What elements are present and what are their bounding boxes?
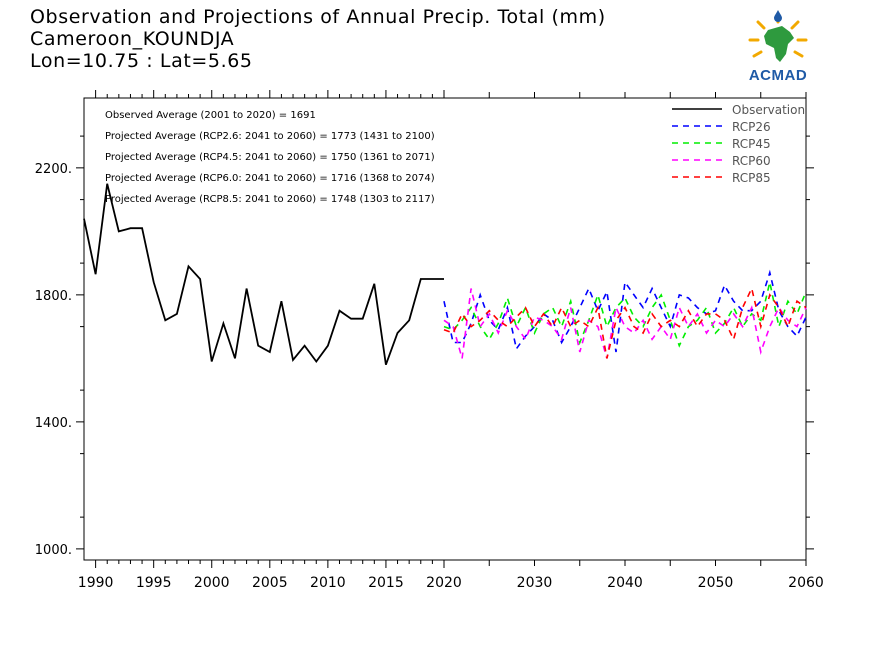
y-tick-label: 1400.: [35, 416, 72, 431]
plot-frame: [83, 97, 807, 561]
legend-label: RCP45: [732, 137, 771, 151]
legend-label: RCP26: [732, 120, 771, 134]
x-tick-label: 2050: [698, 575, 734, 591]
legend-label: Observation: [732, 103, 805, 117]
x-tick-label: 2040: [607, 575, 643, 591]
series-line-rcp60: [443, 288, 807, 359]
x-tick-label: 2060: [788, 575, 824, 591]
series-layer: [83, 183, 807, 366]
location-name: Cameroon_KOUNDJA: [30, 28, 235, 50]
annotation-text: Observed Average (2001 to 2020) = 1691: [105, 110, 316, 121]
x-tick-label: 2000: [194, 575, 230, 591]
x-tick-label: 2005: [252, 575, 288, 591]
chart-titles: Observation and Projections of Annual Pr…: [30, 6, 606, 72]
x-tick-label: 1995: [136, 575, 172, 591]
annotation-text: Projected Average (RCP6.0: 2041 to 2060)…: [105, 173, 435, 184]
y-tick-label: 1000.: [35, 543, 72, 558]
chart-axes: 1000. 1400. 1800. 2200. 1990 1995 2000 2005 2010…: [35, 90, 824, 591]
africa-sun-logo-icon: [748, 10, 808, 62]
annotations: Observed Average (2001 to 2020) = 1691 Pr…: [105, 110, 435, 205]
x-tick-label: 2020: [426, 575, 462, 591]
acmad-logo: ACMAD: [738, 8, 818, 84]
chart-legend: Observation RCP26 RCP45 RCP60 RCP85: [672, 103, 805, 185]
x-tick-label: 2010: [310, 575, 346, 591]
x-tick-label: 2030: [517, 575, 553, 591]
legend-label: RCP85: [732, 171, 771, 185]
y-tick-label: 2200.: [35, 162, 72, 177]
series-line-rcp85: [443, 286, 807, 359]
series-line-rcp45: [443, 282, 807, 348]
y-tick-label: 1800.: [35, 289, 72, 304]
annotation-text: Projected Average (RCP2.6: 2041 to 2060)…: [105, 131, 435, 142]
legend-label: RCP60: [732, 154, 771, 168]
logo-text: ACMAD: [748, 67, 808, 84]
annotation-text: Projected Average (RCP4.5: 2041 to 2060)…: [105, 152, 435, 163]
x-tick-label: 1990: [78, 575, 114, 591]
x-tick-label: 2015: [368, 575, 404, 591]
chart-title: Observation and Projections of Annual Pr…: [30, 6, 606, 28]
coordinates-label: Lon=10.75 : Lat=5.65: [30, 50, 253, 72]
series-line-observation: [83, 183, 444, 366]
series-line-rcp26: [443, 269, 807, 353]
annotation-text: Projected Average (RCP8.5: 2041 to 2060)…: [105, 194, 435, 205]
